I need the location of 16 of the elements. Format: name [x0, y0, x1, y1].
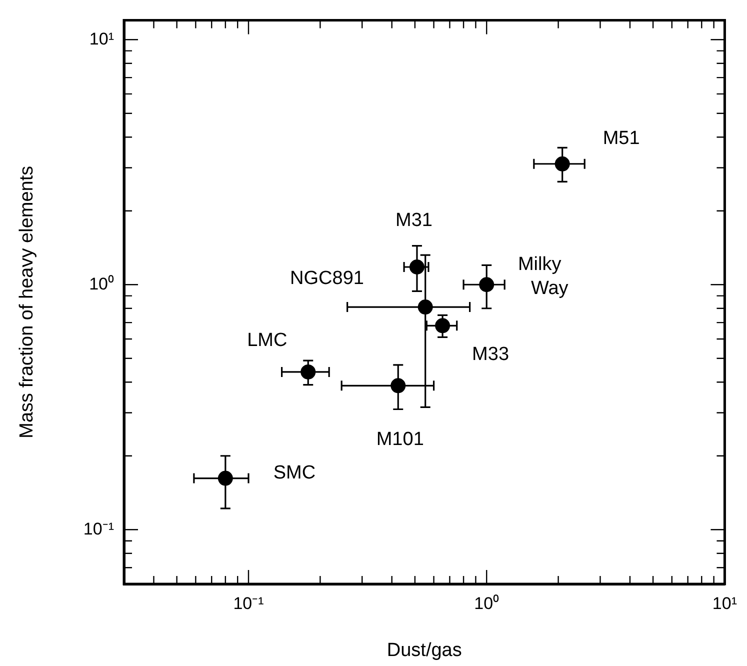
annotation: SMC [273, 462, 316, 484]
annotation: Milky Way [518, 254, 569, 299]
x-tick-label: 10⁰ [474, 594, 500, 613]
annotation: M101 [376, 428, 424, 450]
y-tick-label: 10¹ [89, 29, 114, 48]
x-axis-title: Dust/gas [386, 640, 462, 661]
x-tick-label: 10⁻¹ [233, 594, 264, 613]
x-tick-label: 10¹ [712, 594, 738, 613]
annotation: M51 [602, 128, 640, 150]
y-tick-label: 10⁰ [89, 274, 114, 294]
annotation: M31 [395, 210, 432, 232]
y-tick-label: 10⁻¹ [83, 519, 114, 538]
y-axis-title: Mass fraction of heavy elements [16, 166, 38, 438]
annotation: M33 [472, 344, 510, 365]
annotation: NGC891 [290, 268, 364, 290]
annotation: LMC [247, 330, 288, 352]
